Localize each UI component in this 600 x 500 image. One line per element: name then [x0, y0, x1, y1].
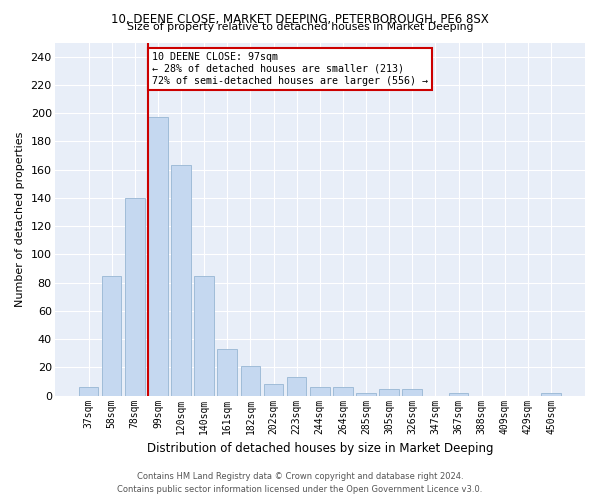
- Bar: [241, 366, 260, 396]
- Bar: [403, 388, 422, 396]
- Bar: [79, 387, 98, 396]
- Bar: [264, 384, 283, 396]
- Text: Contains HM Land Registry data © Crown copyright and database right 2024.
Contai: Contains HM Land Registry data © Crown c…: [118, 472, 482, 494]
- Text: 10 DEENE CLOSE: 97sqm
← 28% of detached houses are smaller (213)
72% of semi-det: 10 DEENE CLOSE: 97sqm ← 28% of detached …: [152, 52, 428, 86]
- Y-axis label: Number of detached properties: Number of detached properties: [15, 132, 25, 307]
- Bar: [102, 276, 121, 396]
- Bar: [449, 393, 469, 396]
- Bar: [287, 378, 307, 396]
- Bar: [379, 388, 399, 396]
- Bar: [125, 198, 145, 396]
- Bar: [217, 349, 237, 396]
- X-axis label: Distribution of detached houses by size in Market Deeping: Distribution of detached houses by size …: [146, 442, 493, 455]
- Bar: [148, 118, 168, 396]
- Text: Size of property relative to detached houses in Market Deeping: Size of property relative to detached ho…: [127, 22, 473, 32]
- Text: 10, DEENE CLOSE, MARKET DEEPING, PETERBOROUGH, PE6 8SX: 10, DEENE CLOSE, MARKET DEEPING, PETERBO…: [111, 12, 489, 26]
- Bar: [310, 387, 329, 396]
- Bar: [171, 166, 191, 396]
- Bar: [541, 393, 561, 396]
- Bar: [333, 387, 353, 396]
- Bar: [194, 276, 214, 396]
- Bar: [356, 393, 376, 396]
